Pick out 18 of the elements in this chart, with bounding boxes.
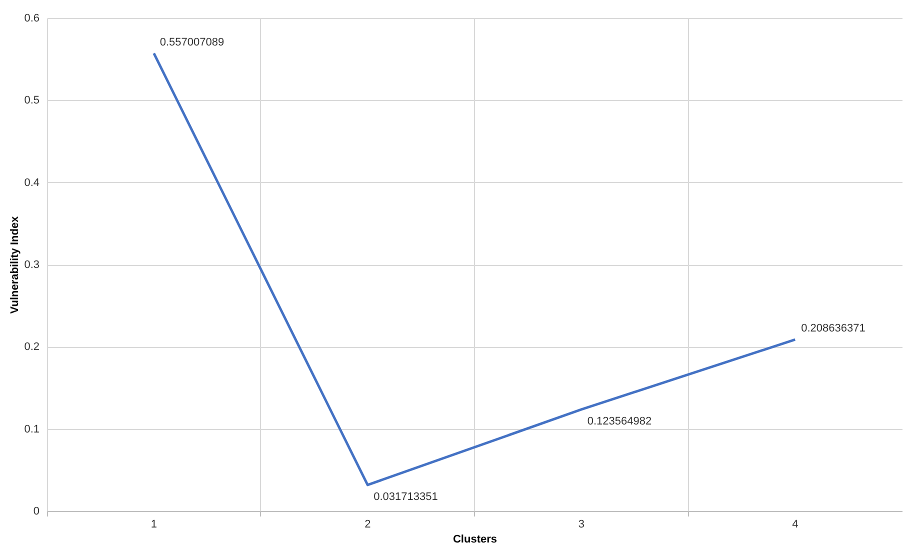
data-label: 0.031713351 (374, 490, 438, 503)
line-series (152, 52, 796, 486)
data-label: 0.208636371 (801, 322, 866, 335)
y-tick-label: 0.6 (24, 12, 40, 24)
data-label: 0.123564982 (587, 415, 652, 428)
x-axis-title: Clusters (452, 534, 498, 546)
y-tick-label: 0.5 (24, 94, 40, 107)
y-tick-label: 0.4 (24, 176, 40, 189)
x-tick-label: 4 (792, 518, 798, 530)
x-tick-label: 2 (364, 518, 371, 530)
y-tick-label: 0 (33, 506, 40, 518)
x-tick-label: 1 (150, 518, 157, 530)
x-tick-label: 3 (578, 518, 584, 530)
y-tick-label: 0.2 (24, 341, 40, 354)
y-tick-label: 0.1 (24, 423, 40, 436)
data-label: 0.557007089 (160, 36, 224, 48)
y-tick-label: 0.3 (24, 259, 40, 271)
y-axis-title: Vulnerability Index (9, 215, 22, 314)
